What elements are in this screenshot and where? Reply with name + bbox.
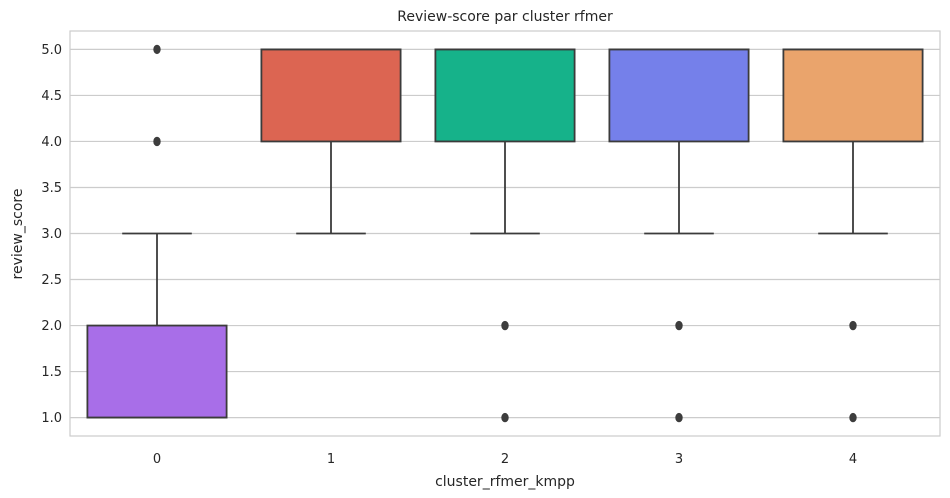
- box-group-1: [260, 48, 402, 235]
- y-tick-label: 3.5: [41, 181, 62, 196]
- box-group-2: [434, 48, 576, 423]
- x-tick-label: 3: [675, 452, 683, 467]
- x-tick-label: 1: [327, 452, 335, 467]
- y-tick-label: 4.0: [41, 135, 62, 150]
- outlier-point: [153, 44, 161, 55]
- outlier-point: [153, 136, 161, 147]
- outlier-point: [849, 320, 857, 331]
- y-tick-label: 4.5: [41, 89, 62, 104]
- outlier-point: [501, 412, 509, 423]
- box-group-4: [782, 48, 924, 423]
- x-axis-label: cluster_rfmer_kmpp: [435, 474, 575, 490]
- outlier-point: [675, 412, 683, 423]
- x-tick-label: 4: [849, 452, 857, 467]
- box: [86, 324, 228, 419]
- y-tick-label: 2.5: [41, 273, 62, 288]
- outlier-point: [675, 320, 683, 331]
- box: [434, 48, 576, 143]
- x-tick-label: 0: [153, 452, 161, 467]
- y-axis: 1.0 1.5 2.0 2.5 3.0 3.5 4.0 4.5 5.0: [41, 43, 62, 426]
- chart-title: Review-score par cluster rfmer: [397, 9, 613, 25]
- box: [260, 48, 402, 143]
- x-tick-label: 2: [501, 452, 509, 467]
- y-tick-label: 1.5: [41, 365, 62, 380]
- outlier-point: [849, 412, 857, 423]
- box-group-0: [86, 44, 228, 419]
- box: [608, 48, 750, 143]
- y-tick-label: 2.0: [41, 319, 62, 334]
- box-group-3: [608, 48, 750, 423]
- y-tick-label: 5.0: [41, 43, 62, 58]
- outlier-point: [501, 320, 509, 331]
- box: [782, 48, 924, 143]
- boxes-layer: [86, 44, 924, 423]
- y-tick-label: 3.0: [41, 227, 62, 242]
- y-axis-label: review_score: [10, 189, 26, 280]
- y-tick-label: 1.0: [41, 411, 62, 426]
- x-axis: 0 1 2 3 4: [153, 452, 857, 467]
